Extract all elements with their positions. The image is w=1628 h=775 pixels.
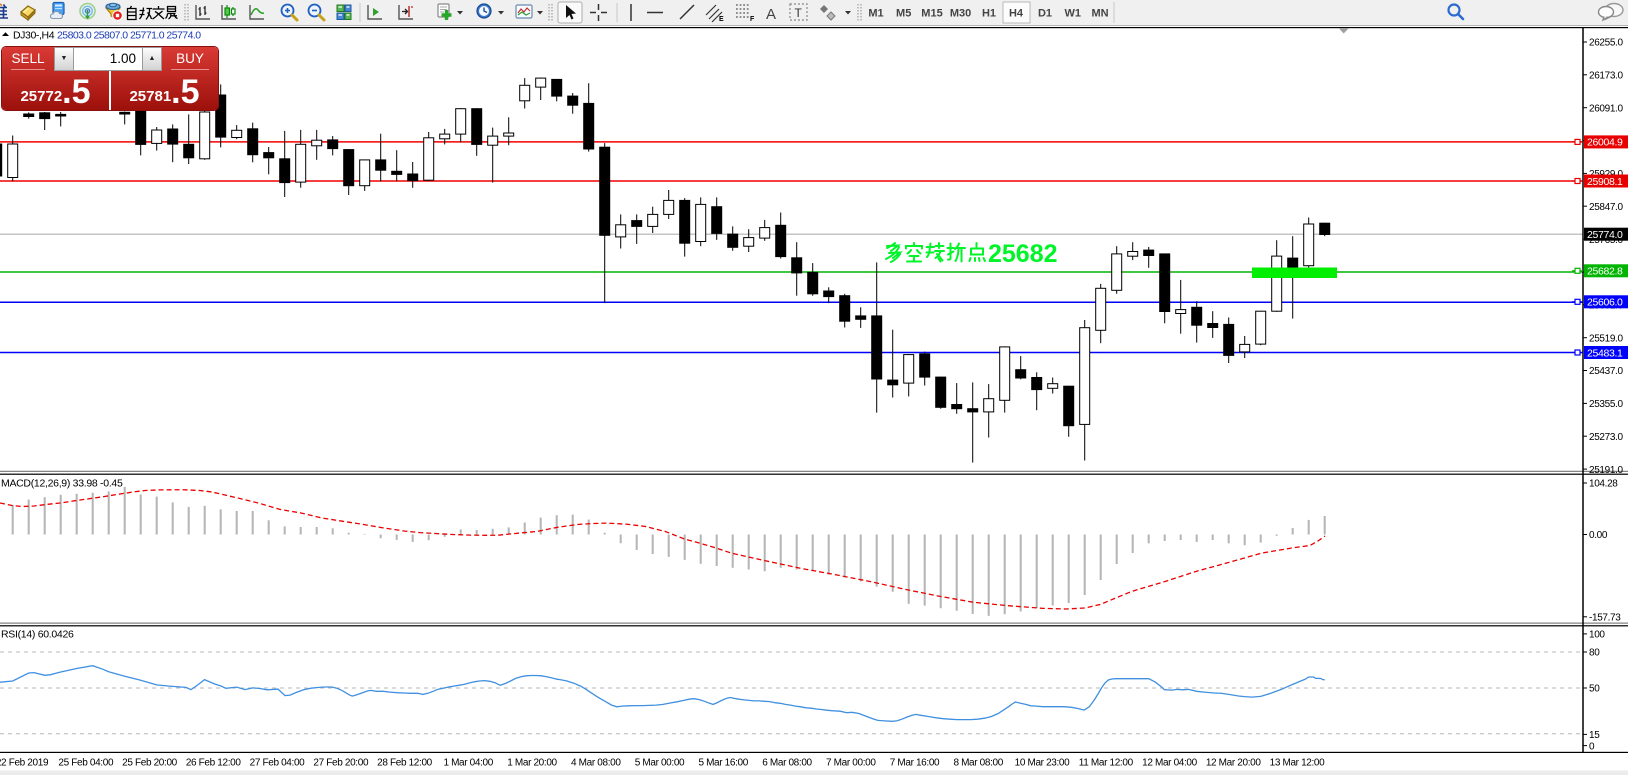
svg-text:7 Mar 00:00: 7 Mar 00:00 <box>826 758 876 769</box>
svg-text:M5: M5 <box>896 8 911 20</box>
svg-text:6 Mar 08:00: 6 Mar 08:00 <box>762 758 812 769</box>
svg-text:25437.0: 25437.0 <box>1589 366 1623 377</box>
svg-text:25273.0: 25273.0 <box>1589 432 1623 443</box>
svg-text:25682.8: 25682.8 <box>1587 266 1623 278</box>
svg-text:26004.9: 26004.9 <box>1587 137 1623 149</box>
svg-text:W1: W1 <box>1064 8 1081 20</box>
svg-text:T: T <box>795 6 803 20</box>
svg-text:1 Mar 04:00: 1 Mar 04:00 <box>443 758 493 769</box>
svg-text:M15: M15 <box>921 8 942 20</box>
svg-text:26091.0: 26091.0 <box>1589 103 1623 114</box>
svg-text:M30: M30 <box>950 8 971 20</box>
svg-text:26255.0: 26255.0 <box>1589 38 1623 49</box>
svg-text:25519.0: 25519.0 <box>1589 333 1623 344</box>
svg-text:26 Feb 12:00: 26 Feb 12:00 <box>186 758 242 769</box>
svg-text:25682: 25682 <box>988 240 1058 268</box>
svg-text:1 Mar 20:00: 1 Mar 20:00 <box>507 758 557 769</box>
svg-text:H1: H1 <box>982 8 996 20</box>
svg-text:A: A <box>766 6 776 23</box>
svg-text:25 Feb 04:00: 25 Feb 04:00 <box>58 758 114 769</box>
svg-text:M1: M1 <box>868 8 883 20</box>
svg-text:-157.73: -157.73 <box>1589 613 1621 624</box>
svg-text:5 Mar 00:00: 5 Mar 00:00 <box>635 758 685 769</box>
svg-text:27 Feb 04:00: 27 Feb 04:00 <box>250 758 306 769</box>
svg-text:25774.0: 25774.0 <box>1587 229 1623 241</box>
svg-text:25847.0: 25847.0 <box>1589 202 1623 213</box>
svg-text:25803.0 25807.0 25771.0 25774.: 25803.0 25807.0 25771.0 25774.0 <box>57 30 201 42</box>
svg-text:25191.0: 25191.0 <box>1589 465 1623 476</box>
svg-text:25908.1: 25908.1 <box>1587 176 1623 188</box>
svg-text:80: 80 <box>1589 648 1600 659</box>
svg-text:MN: MN <box>1091 8 1108 20</box>
svg-text:H4: H4 <box>1009 8 1024 20</box>
svg-text:25355.0: 25355.0 <box>1589 399 1623 410</box>
svg-text:27 Feb 20:00: 27 Feb 20:00 <box>313 758 369 769</box>
svg-text:13 Mar 12:00: 13 Mar 12:00 <box>1270 758 1326 769</box>
svg-text:10 Mar 23:00: 10 Mar 23:00 <box>1015 758 1071 769</box>
svg-text:15: 15 <box>1589 730 1600 741</box>
svg-text:28 Feb 12:00: 28 Feb 12:00 <box>377 758 433 769</box>
svg-text:7 Mar 16:00: 7 Mar 16:00 <box>890 758 940 769</box>
svg-text:22 Feb 2019: 22 Feb 2019 <box>0 758 49 769</box>
svg-text:12 Mar 04:00: 12 Mar 04:00 <box>1142 758 1198 769</box>
svg-text:E: E <box>719 16 724 23</box>
svg-text:11 Mar 12:00: 11 Mar 12:00 <box>1079 758 1134 769</box>
svg-text:RSI(14) 60.0426: RSI(14) 60.0426 <box>1 629 74 641</box>
svg-text:8 Mar 08:00: 8 Mar 08:00 <box>953 758 1003 769</box>
svg-text:26173.0: 26173.0 <box>1589 71 1623 82</box>
svg-text:25483.1: 25483.1 <box>1587 347 1623 359</box>
svg-text:F: F <box>750 16 755 23</box>
svg-text:104.28: 104.28 <box>1589 479 1618 490</box>
svg-text:MACD(12,26,9) 33.98 -0.45: MACD(12,26,9) 33.98 -0.45 <box>1 478 123 490</box>
svg-text:D1: D1 <box>1038 8 1052 20</box>
svg-text:4 Mar 08:00: 4 Mar 08:00 <box>571 758 621 769</box>
svg-text:0: 0 <box>1589 741 1595 752</box>
svg-text:DJ30-,H4: DJ30-,H4 <box>13 30 55 42</box>
svg-text:12 Mar 20:00: 12 Mar 20:00 <box>1206 758 1262 769</box>
svg-text:25 Feb 20:00: 25 Feb 20:00 <box>122 758 178 769</box>
svg-text:25606.0: 25606.0 <box>1587 297 1623 309</box>
svg-text:5 Mar 16:00: 5 Mar 16:00 <box>698 758 748 769</box>
svg-text:50: 50 <box>1589 684 1600 695</box>
svg-text:100: 100 <box>1589 630 1605 641</box>
svg-text:0.00: 0.00 <box>1589 530 1608 541</box>
